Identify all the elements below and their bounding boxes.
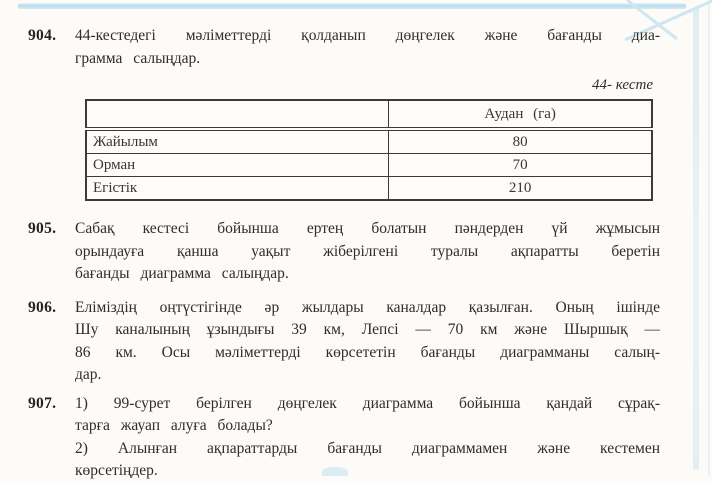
text-line: 86 км. Осы мәліметтерді көрсететін баған… [75,343,660,361]
page-edge-band [693,8,699,470]
content-area: 904. 44-кестедегі мәліметтерді қолданып … [28,20,660,483]
problem-number: 907. [28,394,57,412]
table-header-cell-empty [85,99,390,131]
text-line: тарға жауап алуға болады? [75,417,273,434]
text-line: орындауға қанша уақыт жіберілгені туралы… [75,242,660,260]
text-line: Сабақ кестесі бойынша ертең болатын пәнд… [75,220,660,237]
table-body: Аудан (га) Жайылым 80 Орман 70 Егістік 210 [85,99,653,201]
row-value-cell: 210 [388,176,653,201]
scan-smudge [322,467,348,476]
top-accent-rule [18,3,686,9]
problem-number: 905. [28,220,57,237]
text-line: дар. [75,366,102,383]
row-label-cell: Орман [85,153,390,177]
text-line: 2) Алынған ақпараттарды бағанды диаграмм… [75,439,660,457]
table-row: Жайылым 80 [85,128,653,154]
table-header-row: Аудан (га) [85,99,653,131]
problem-906: 906. Еліміздің оңтүстігінде әр жылдары к… [28,297,660,387]
table-caption: 44- кесте [592,77,653,93]
problem-number: 906. [28,298,57,316]
text-line: 44-кестедегі мәліметтерді қолданып дөңге… [75,27,660,44]
problem-text: Еліміздің оңтүстігінде әр жылдары каналд… [75,297,660,387]
problem-905: 905. Сабақ кестесі бойынша ертең болатын… [28,218,660,286]
data-table: Аудан (га) Жайылым 80 Орман 70 Егістік 210 [85,99,653,201]
row-label-cell: Жайылым [85,128,390,154]
text-line: 1) 99-сурет берілген дөңгелек диаграмма … [75,394,660,412]
problem-904: 904. 44-кестедегі мәліметтерді қолданып … [28,25,660,70]
problem-907: 907. 1) 99-сурет берілген дөңгелек диагр… [28,393,660,483]
text-line: Шу каналының ұзындығы 39 км, Лепсі — 70 … [75,321,660,338]
table-header-cell-area: Аудан (га) [388,99,653,131]
problem-text: 1) 99-сурет берілген дөңгелек диаграмма … [75,393,660,483]
problem-number: 904. [28,27,57,44]
table-row: Орман 70 [85,153,653,177]
text-line: көрсетіңдер. [75,462,158,479]
text-line: грамма салыңдар. [75,49,201,67]
row-value-cell: 70 [388,153,653,177]
row-label-cell: Егістік [85,176,390,201]
table-row: Егістік 210 [85,176,653,201]
problem-text: 44-кестедегі мәліметтерді қолданып дөңге… [75,25,660,70]
problem-text: Сабақ кестесі бойынша ертең болатын пәнд… [75,218,660,286]
table-wrapper: Аудан (га) Жайылым 80 Орман 70 Егістік 210 [85,99,653,201]
text-line: Еліміздің оңтүстігінде әр жылдары каналд… [75,298,660,316]
page-edge-line [708,0,710,476]
text-line: бағанды диаграмма салыңдар. [75,265,289,282]
row-value-cell: 80 [388,128,653,154]
